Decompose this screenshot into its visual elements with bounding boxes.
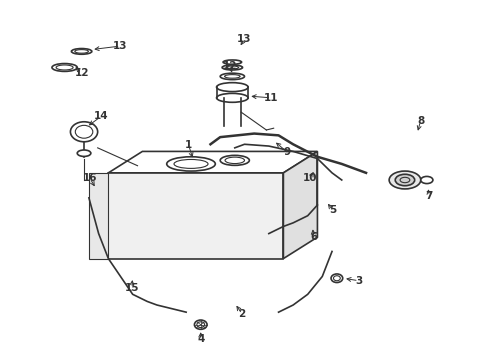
Text: 16: 16 <box>82 173 97 183</box>
Text: 2: 2 <box>238 309 245 319</box>
Text: 10: 10 <box>302 173 317 183</box>
Text: 14: 14 <box>94 111 108 121</box>
Polygon shape <box>108 152 317 173</box>
Text: 7: 7 <box>425 191 432 201</box>
Text: 6: 6 <box>309 232 317 242</box>
Text: 12: 12 <box>74 68 89 78</box>
Text: 4: 4 <box>197 334 204 344</box>
Text: 13: 13 <box>237 34 251 44</box>
Ellipse shape <box>77 150 91 157</box>
Ellipse shape <box>52 64 77 71</box>
Text: 5: 5 <box>329 205 336 215</box>
Text: 9: 9 <box>283 147 290 157</box>
Text: 3: 3 <box>354 276 362 286</box>
Ellipse shape <box>220 73 244 80</box>
Ellipse shape <box>388 171 420 189</box>
Circle shape <box>194 320 206 329</box>
Text: 8: 8 <box>416 116 423 126</box>
Polygon shape <box>108 173 283 258</box>
Ellipse shape <box>394 174 414 186</box>
Ellipse shape <box>71 49 92 54</box>
Ellipse shape <box>420 176 432 184</box>
Polygon shape <box>283 152 317 258</box>
Text: 1: 1 <box>184 140 192 150</box>
Text: 11: 11 <box>264 93 278 103</box>
Ellipse shape <box>222 65 242 70</box>
Ellipse shape <box>223 60 241 64</box>
Polygon shape <box>89 173 108 258</box>
Text: 13: 13 <box>113 41 127 51</box>
Text: 12: 12 <box>222 61 237 71</box>
Circle shape <box>330 274 342 283</box>
Circle shape <box>70 122 98 142</box>
Text: 15: 15 <box>124 283 139 293</box>
